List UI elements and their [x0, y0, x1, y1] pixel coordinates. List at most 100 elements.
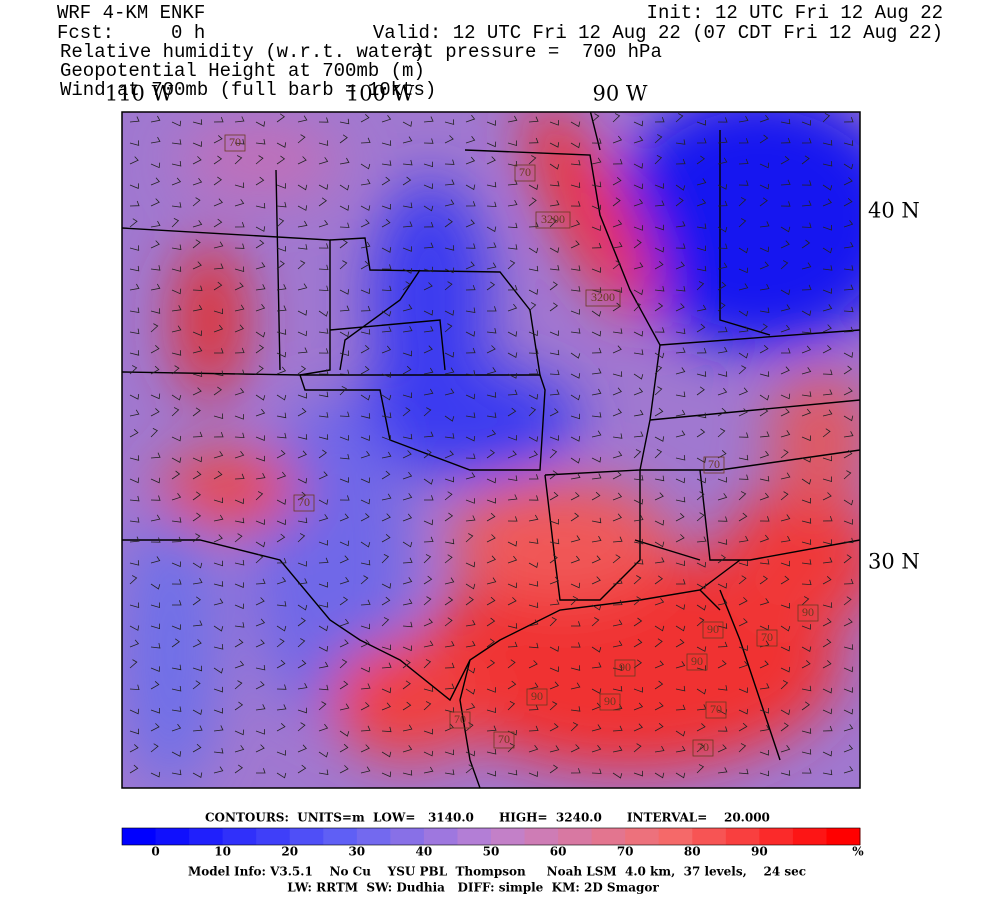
- wind-barb: [486, 577, 497, 585]
- wind-barb: [780, 709, 791, 716]
- wind-barb: [129, 156, 139, 165]
- wind-barb: [423, 326, 434, 333]
- wind-barb: [528, 289, 539, 295]
- wind-barb: [402, 326, 413, 333]
- wind-barb: [822, 184, 833, 191]
- wind-barb: [234, 139, 245, 145]
- wind-barb: [297, 347, 308, 354]
- wind-barb: [801, 646, 812, 653]
- wind-barb: [528, 581, 539, 587]
- wind-barb: [234, 266, 245, 273]
- wind-barb: [654, 722, 664, 732]
- wind-barb: [318, 557, 329, 564]
- wind-barb: [801, 345, 812, 354]
- wind-barb: [738, 365, 747, 375]
- wind-barb: [675, 730, 686, 737]
- wind-barb: [612, 640, 623, 648]
- wind-barb: [507, 555, 518, 564]
- wind-barb: [676, 579, 686, 585]
- wind-barb: [822, 345, 832, 354]
- wind-barb: [612, 599, 623, 606]
- wind-barb: [528, 247, 539, 254]
- wind-barb: [297, 220, 308, 228]
- wind-barb: [297, 683, 308, 690]
- contour-label-box: [614, 659, 636, 677]
- wind-barb: [717, 117, 728, 123]
- wind-barb: [318, 264, 329, 271]
- wind-barb: [423, 575, 433, 585]
- wind-barb: [696, 120, 706, 126]
- wind-barb: [507, 450, 517, 459]
- wind-barb: [213, 155, 223, 165]
- wind-barb: [129, 307, 140, 313]
- wind-barb: [529, 474, 539, 480]
- wind-barb: [402, 745, 413, 753]
- wind-barb: [129, 245, 140, 251]
- wind-barb: [318, 582, 328, 588]
- colorbar-tick-label: 20: [281, 845, 298, 859]
- wind-barb: [192, 371, 203, 378]
- wind-barb: [255, 704, 266, 711]
- contour-label: 70: [697, 740, 709, 754]
- wind-barb: [717, 685, 728, 691]
- wind-barb: [717, 346, 728, 354]
- contour-label-box: [705, 701, 727, 719]
- contour-label-box: [686, 653, 708, 671]
- wind-barb: [423, 750, 434, 757]
- wind-barb: [339, 305, 350, 312]
- wind-barb: [570, 142, 581, 149]
- wind-barb: [318, 391, 329, 398]
- wind-barb: [822, 113, 831, 123]
- wind-barb: [360, 766, 371, 774]
- wind-barb: [570, 768, 581, 774]
- wind-barb: [381, 285, 392, 292]
- wind-barb: [150, 393, 161, 400]
- wind-barb: [549, 247, 560, 254]
- wind-barb: [759, 134, 769, 144]
- wind-barb: [465, 472, 476, 480]
- wind-barb: [213, 686, 223, 693]
- wind-barb: [570, 309, 580, 315]
- wind-barb: [360, 179, 371, 186]
- wind-barb: [402, 680, 411, 690]
- wind-barb: [696, 491, 705, 501]
- wind-barb: [759, 492, 770, 501]
- wind-barb: [465, 640, 476, 648]
- wind-barb: [633, 515, 644, 522]
- wind-barb: [717, 243, 728, 249]
- wind-barb: [675, 184, 686, 191]
- wind-barb: [486, 141, 497, 148]
- wind-barb: [234, 638, 244, 648]
- wind-barb: [696, 604, 707, 611]
- wind-barb: [360, 413, 371, 419]
- wind-barb: [528, 495, 539, 501]
- wind-barb: [297, 407, 307, 417]
- wind-barb: [402, 304, 413, 312]
- wind-barb: [171, 457, 182, 464]
- wind-barb: [234, 533, 243, 543]
- contour-label: 70: [498, 732, 510, 746]
- wind-barb: [192, 346, 203, 354]
- wind-barb: [297, 604, 308, 611]
- wind-barb: [255, 597, 265, 606]
- wind-barb: [822, 618, 832, 627]
- wind-barb: [339, 260, 348, 270]
- wind-barb: [402, 136, 413, 144]
- wind-barb: [591, 724, 602, 732]
- wind-barb: [612, 433, 623, 439]
- contour-label-box: [599, 693, 621, 711]
- wind-barb: [150, 452, 161, 459]
- colorbar-swatch: [491, 828, 526, 845]
- wind-barb: [717, 302, 726, 312]
- wind-barb: [486, 345, 496, 354]
- wind-barb: [612, 260, 621, 270]
- wind-barb: [297, 184, 308, 191]
- wind-barb: [318, 285, 329, 292]
- contour-label: 90: [691, 654, 703, 668]
- wind-barb: [129, 365, 138, 375]
- wind-barb: [192, 304, 203, 312]
- wind-barb: [423, 407, 432, 417]
- wind-barb: [444, 415, 455, 422]
- wind-barb: [759, 750, 769, 756]
- wind-barb: [129, 728, 140, 735]
